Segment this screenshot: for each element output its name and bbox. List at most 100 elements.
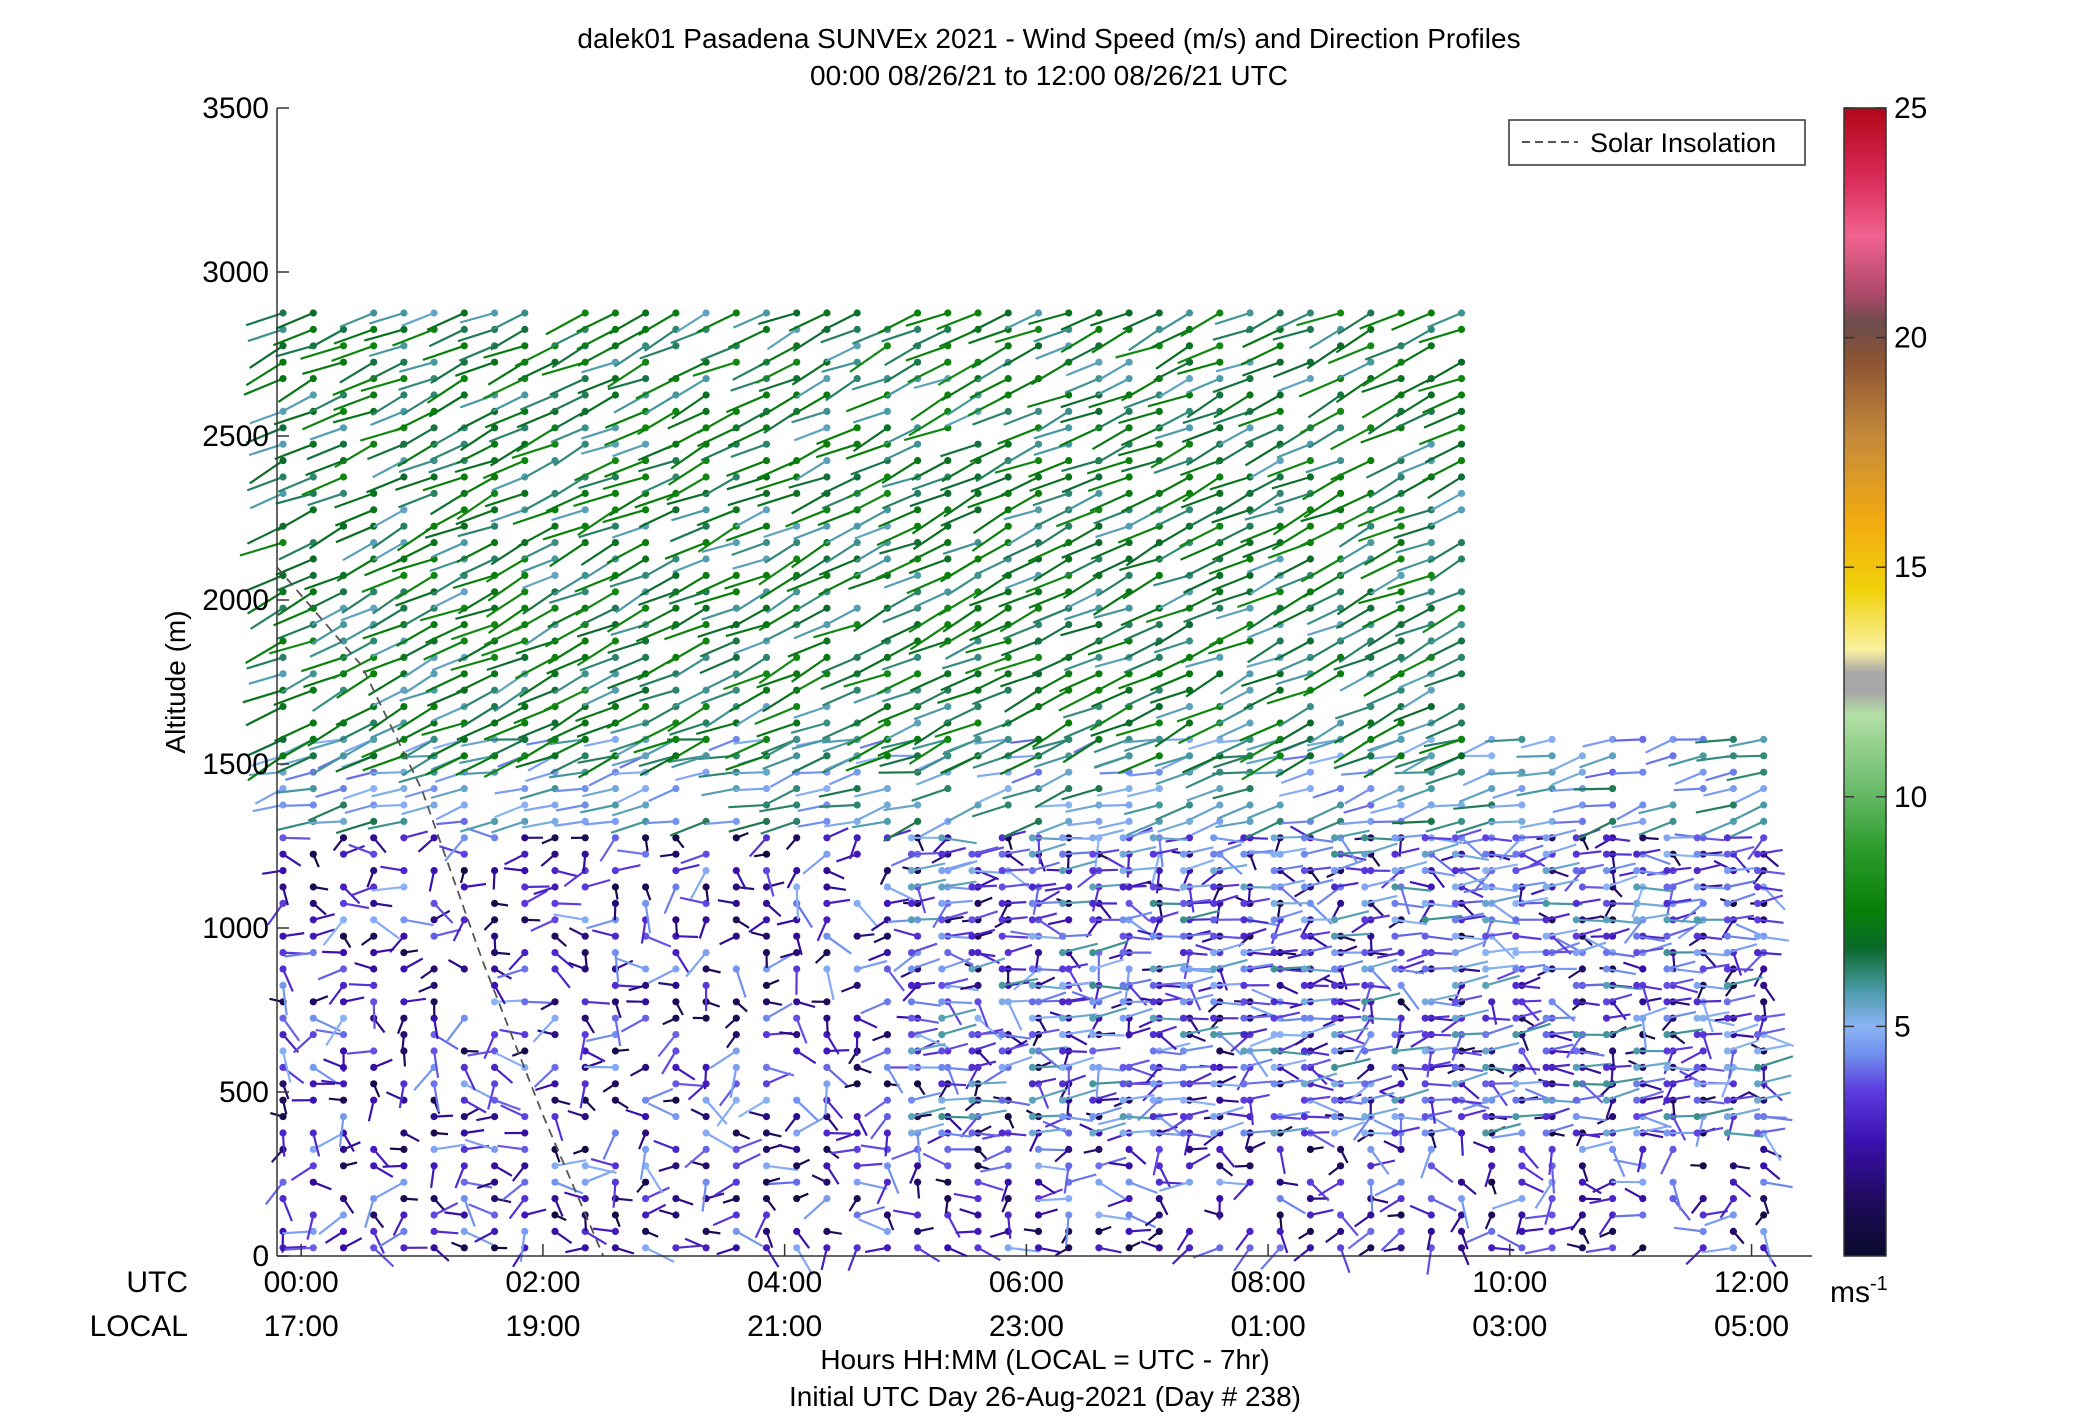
wind-barb-point — [1179, 1047, 1188, 1055]
wind-barb-point — [1065, 916, 1073, 924]
wind-barb — [796, 771, 827, 775]
wind-barb-point — [1028, 981, 1036, 990]
wind-barb-point — [793, 670, 801, 678]
wind-barb — [1703, 963, 1730, 971]
wind-barb-point — [642, 1096, 650, 1104]
wind-barb-point — [1609, 1211, 1617, 1219]
wind-barb-point — [998, 1063, 1006, 1071]
wind-barb-point — [702, 1162, 710, 1170]
wind-barb-point — [309, 555, 317, 563]
wind-barb-point — [460, 1195, 468, 1203]
wind-barb — [460, 689, 496, 710]
wind-barb-point — [1542, 1113, 1550, 1121]
wind-barb — [955, 1230, 979, 1234]
wind-barb — [797, 820, 828, 828]
wind-barb-point — [1548, 998, 1556, 1006]
wind-barb-point — [1119, 883, 1127, 891]
wind-barb — [843, 672, 888, 688]
wind-barb-point — [1391, 1129, 1399, 1137]
wind-barb — [1127, 787, 1160, 798]
wind-barb-point — [883, 867, 892, 875]
wind-barb-point — [1185, 1227, 1194, 1235]
wind-barb — [422, 344, 465, 361]
wind-barb-point — [1089, 1113, 1097, 1121]
wind-barb-point — [309, 1178, 317, 1186]
wind-barb-point — [370, 325, 378, 333]
wind-barb — [754, 1214, 768, 1239]
wind-barb — [1394, 885, 1432, 892]
wind-barb — [1002, 1099, 1031, 1106]
wind-barb-point — [1155, 1227, 1163, 1235]
wind-barb-point — [1639, 817, 1647, 826]
wind-barb — [970, 475, 1009, 493]
wind-barb — [1426, 1050, 1433, 1078]
wind-barb — [609, 574, 646, 588]
wind-barb — [1455, 960, 1489, 971]
wind-barb-point — [762, 1129, 771, 1137]
wind-barb-point — [1125, 801, 1133, 809]
wind-barb-point — [1210, 899, 1218, 908]
wind-barb — [728, 803, 767, 809]
wind-barb — [913, 377, 949, 390]
wind-barb — [766, 1164, 799, 1172]
wind-barb — [517, 361, 556, 381]
wind-barb — [795, 1099, 820, 1122]
wind-barb-point — [1089, 916, 1097, 924]
wind-barb-point — [1149, 1031, 1157, 1039]
wind-barb — [555, 787, 586, 793]
wind-barb-point — [1421, 998, 1429, 1006]
wind-barb — [670, 607, 707, 631]
wind-barb-point — [1391, 916, 1399, 924]
wind-barb — [281, 1198, 293, 1222]
wind-barb-point — [1149, 916, 1157, 924]
wind-barb-point — [1693, 981, 1701, 990]
wind-barb-point — [853, 1129, 861, 1137]
wind-barb — [524, 623, 556, 646]
wind-barb-point — [1246, 785, 1254, 793]
wind-barb-point — [1155, 801, 1163, 809]
wind-barb — [1430, 1115, 1459, 1134]
wind-barb-point — [1276, 1195, 1284, 1203]
wind-barb-point — [460, 637, 468, 645]
wind-barb — [1394, 932, 1423, 938]
wind-barb — [616, 957, 646, 971]
wind-barb-point — [1240, 883, 1248, 891]
wind-barb — [856, 1205, 886, 1217]
wind-barb — [615, 864, 641, 872]
wind-barb-point — [938, 1113, 946, 1121]
wind-barb-point — [1210, 998, 1218, 1006]
wind-barb — [578, 525, 616, 539]
wind-barb-point — [642, 883, 650, 891]
wind-barb — [1098, 1213, 1132, 1221]
wind-barb-point — [551, 571, 559, 580]
wind-barb-point — [1572, 1080, 1580, 1088]
wind-barb — [456, 443, 496, 465]
wind-barb — [1186, 787, 1221, 802]
wind-barb — [736, 705, 768, 726]
wind-barb-point — [279, 309, 287, 317]
wind-barb-point — [551, 440, 559, 448]
wind-barb — [494, 1099, 521, 1111]
wind-barb — [398, 377, 435, 391]
wind-barb — [1243, 1014, 1272, 1020]
wind-barb — [1425, 966, 1454, 971]
wind-barb-point — [491, 834, 499, 842]
wind-barb — [758, 377, 798, 393]
wind-barb — [1666, 853, 1700, 858]
wind-barb — [1270, 919, 1282, 945]
wind-barb — [909, 623, 949, 651]
wind-barb-point — [793, 1162, 801, 1170]
wind-barb-point — [521, 1162, 529, 1170]
wind-barb-point — [944, 457, 952, 465]
wind-barb — [617, 849, 646, 856]
wind-barb-point — [521, 883, 529, 891]
wind-barb-point — [1427, 817, 1435, 826]
wind-barb-point — [1095, 1244, 1103, 1252]
wind-barb — [309, 640, 344, 658]
wind-barb-point — [823, 883, 831, 891]
wind-barb-point — [1216, 1047, 1224, 1055]
wind-barb — [1424, 1061, 1451, 1069]
wind-barb-point — [1337, 785, 1345, 793]
wind-barb — [1183, 1099, 1216, 1106]
wind-barb — [729, 689, 768, 713]
